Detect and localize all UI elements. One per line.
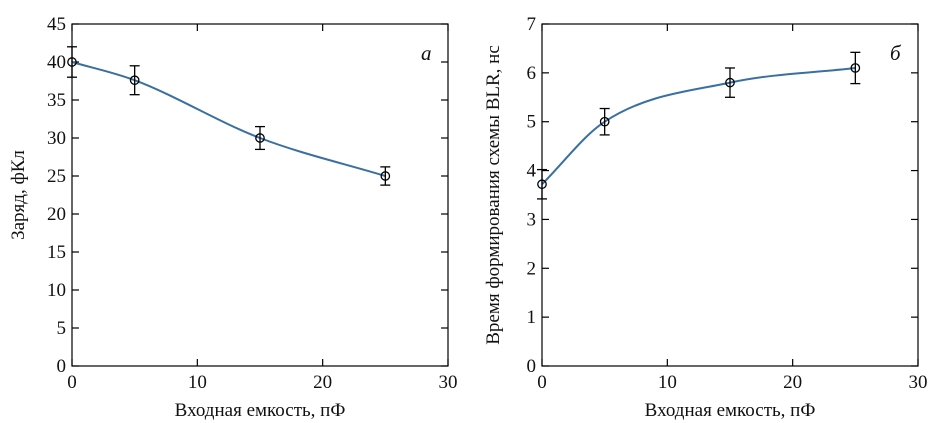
chart-panel-1: 0 5 10 15 20 25 30 35 40 45 0 10 20 30 Входная емкость… [8, 14, 458, 421]
x-tick-label: 30 [439, 372, 458, 393]
data-point [129, 75, 140, 86]
y-tick-label: 20 [47, 204, 66, 225]
series-curve [541, 66, 856, 185]
y-tick-label: 45 [47, 14, 66, 35]
y-axis-title: Время формирования схемы BLR, нс [483, 45, 504, 345]
chart-panel-2: 0 1 2 3 4 5 6 7 0 10 20 30 Входная емкость, пФ Время … [483, 14, 928, 421]
y-tick-label: 3 [527, 209, 537, 230]
y-tick-label: 0 [527, 356, 537, 377]
y-tick-label: 30 [47, 128, 66, 149]
y-tick-label: 7 [527, 14, 537, 35]
data-point [537, 179, 547, 190]
x-tick-label: 30 [909, 372, 928, 393]
x-axis-title: Входная емкость, пФ [645, 400, 816, 421]
plot-frame [71, 23, 449, 367]
y-tick-label: 2 [527, 258, 537, 279]
y-tick-label: 5 [527, 112, 537, 133]
y-tick-label: 25 [47, 166, 66, 187]
x-tick-label: 0 [67, 372, 77, 393]
data-point [599, 116, 610, 127]
y-tick-label: 15 [47, 242, 66, 263]
panel-label: а [421, 41, 432, 65]
x-tick-label: 10 [658, 372, 677, 393]
y-tick-label: 0 [57, 356, 67, 377]
data-point [67, 57, 77, 67]
x-tick-label: 20 [783, 372, 802, 393]
data-point [725, 77, 735, 88]
panel-label: б [890, 41, 902, 65]
y-tick-label: 6 [527, 63, 537, 84]
x-axis-title: Входная емкость, пФ [175, 400, 346, 421]
y-tick-label: 1 [527, 307, 537, 328]
data-point [255, 133, 265, 143]
y-axis-title: Заряд, фКл [8, 150, 29, 240]
data-point [850, 63, 861, 73]
data-point [380, 171, 391, 181]
x-tick-label: 10 [188, 372, 207, 393]
series-curve [71, 61, 386, 177]
y-tick-label: 40 [47, 52, 66, 73]
y-tick-label: 5 [57, 318, 67, 339]
y-tick-label: 10 [47, 280, 66, 301]
x-tick-label: 0 [537, 372, 547, 393]
y-tick-label: 35 [47, 90, 66, 111]
x-tick-label: 20 [313, 372, 332, 393]
y-tick-label: 4 [527, 161, 537, 182]
